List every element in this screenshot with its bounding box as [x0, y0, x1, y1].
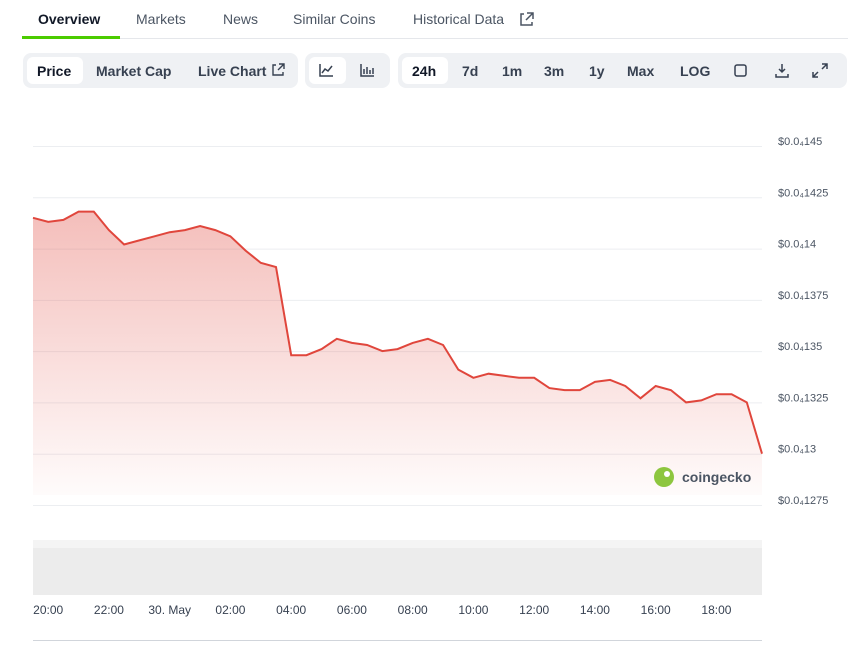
download-icon[interactable]: [775, 64, 789, 78]
volume-area: [33, 548, 762, 595]
y-tick-label: $0.0₄14: [778, 239, 816, 251]
y-tick-label: $0.0₄1275: [778, 495, 828, 507]
y-tick-label: $0.0₄135: [778, 341, 822, 353]
external-icon: [520, 12, 534, 26]
price-line: [32, 210, 763, 454]
x-tick-label: 12:00: [519, 603, 549, 617]
range-group: [398, 53, 847, 88]
fullscreen-icon[interactable]: [812, 63, 828, 78]
volume-area: [33, 540, 762, 548]
range-button[interactable]: 7d: [462, 63, 478, 79]
y-tick-label: $0.0₄1325: [778, 392, 828, 404]
x-tick-label: 14:00: [580, 603, 610, 617]
range-button[interactable]: LOG: [680, 63, 710, 79]
tab[interactable]: Similar Coins: [293, 11, 375, 27]
x-tick-label: 16:00: [641, 603, 671, 617]
tab[interactable]: Overview: [38, 11, 100, 27]
view-button[interactable]: Live Chart: [198, 63, 267, 79]
external-icon: [272, 63, 285, 76]
view-group: [23, 53, 298, 88]
tab[interactable]: Markets: [136, 11, 186, 27]
x-tick-label: 04:00: [276, 603, 306, 617]
x-tick-label: 22:00: [94, 603, 124, 617]
view-button[interactable]: Price: [37, 63, 71, 79]
y-tick-label: $0.0₄1375: [778, 290, 828, 302]
x-tick-label: 10:00: [458, 603, 488, 617]
logo: [654, 467, 674, 487]
y-tick-label: $0.0₄1425: [778, 187, 828, 199]
x-tick-label: 06:00: [337, 603, 367, 617]
range-button[interactable]: 3m: [544, 63, 564, 79]
volume-band: [33, 540, 762, 595]
x-tick-label: 20:00: [33, 603, 63, 617]
line-chart-icon[interactable]: [319, 64, 333, 77]
range-button[interactable]: Max: [627, 63, 654, 79]
tab[interactable]: Historical Data: [413, 11, 504, 27]
active-tab-indicator: [22, 36, 120, 39]
range-button[interactable]: 1y: [589, 63, 605, 79]
x-tick-label: 30. May: [148, 603, 191, 617]
y-tick-label: $0.0₄145: [778, 136, 822, 148]
watermark: coingecko: [682, 469, 751, 485]
candle-chart-icon[interactable]: [360, 64, 374, 77]
tab[interactable]: News: [223, 11, 258, 27]
range-button[interactable]: 24h: [412, 63, 436, 79]
range-button[interactable]: 1m: [502, 63, 522, 79]
x-tick-label: 02:00: [215, 603, 245, 617]
x-tick-label: 18:00: [701, 603, 731, 617]
view-button[interactable]: Market Cap: [96, 63, 171, 79]
y-tick-label: $0.0₄13: [778, 444, 816, 456]
selected-pill: [27, 57, 83, 84]
selected-pill: [402, 57, 448, 84]
price-area: [33, 211, 762, 495]
x-tick-label: 08:00: [398, 603, 428, 617]
calendar-icon[interactable]: [734, 64, 747, 77]
logo-eye: [664, 471, 670, 477]
